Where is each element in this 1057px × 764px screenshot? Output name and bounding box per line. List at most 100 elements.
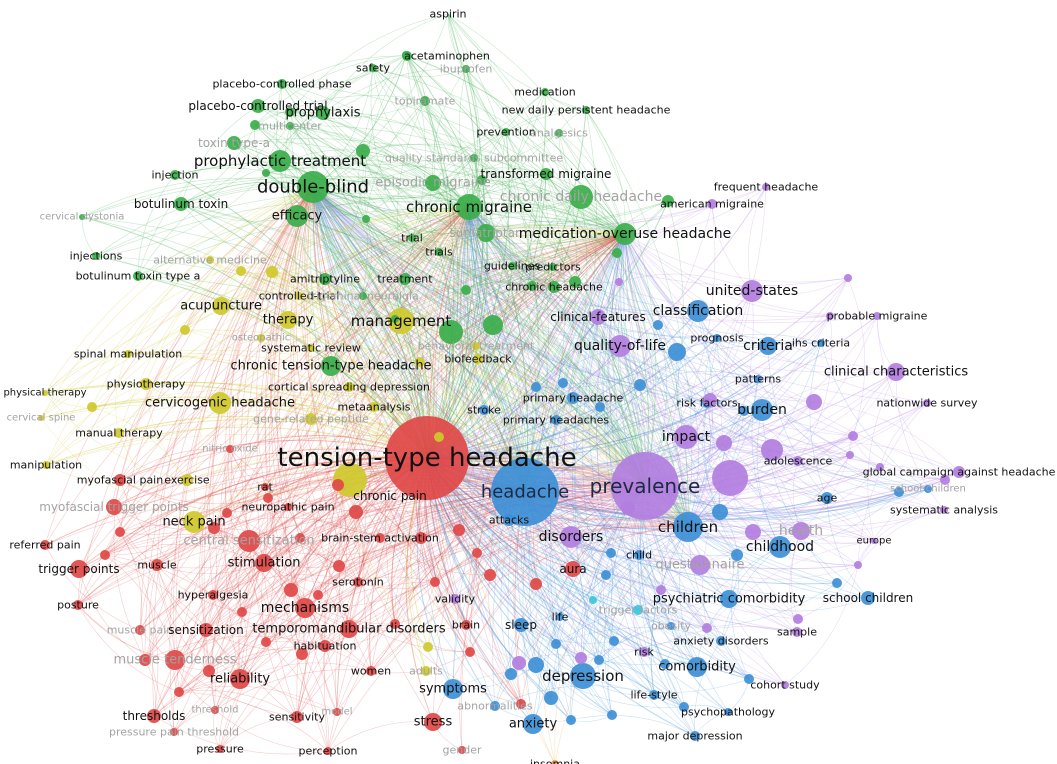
network-link xyxy=(289,111,470,208)
label-multicenter: multicenter xyxy=(258,120,322,133)
label-placebo-controlled-phase: placebo-controlled phase xyxy=(212,78,351,91)
network-link xyxy=(644,203,716,487)
network-link xyxy=(729,477,875,542)
network-link xyxy=(127,186,314,355)
network-link xyxy=(287,319,646,487)
network-link xyxy=(426,371,897,469)
node-hyperalgesia xyxy=(208,590,218,600)
label-brain: brain xyxy=(452,619,480,632)
network-link xyxy=(481,179,537,493)
node-unlabeled xyxy=(527,281,537,291)
network-link xyxy=(214,669,372,711)
network-link xyxy=(426,457,828,518)
node-unlabeled xyxy=(544,691,558,705)
node-unlabeled xyxy=(87,402,97,412)
network-link xyxy=(650,526,689,696)
network-link xyxy=(779,491,900,548)
node-unlabeled xyxy=(391,315,399,323)
network-link xyxy=(752,435,854,533)
network-link xyxy=(169,186,314,733)
network-link xyxy=(558,132,649,487)
network-link xyxy=(426,457,708,629)
network-link xyxy=(312,186,869,599)
network-link xyxy=(394,537,422,625)
network-link xyxy=(137,174,176,277)
network-link xyxy=(751,378,781,548)
node-unlabeled xyxy=(285,107,295,117)
network-link xyxy=(289,125,646,487)
network-link xyxy=(287,506,460,537)
label-neuropathic-pain: neuropathic pain xyxy=(241,501,334,514)
network-link xyxy=(426,68,485,459)
network-link xyxy=(624,233,831,317)
network-link xyxy=(212,574,359,596)
network-link xyxy=(404,278,646,487)
network-link xyxy=(156,562,265,574)
network-link xyxy=(441,206,478,554)
network-link xyxy=(312,186,471,653)
network-link xyxy=(310,186,454,690)
network-link xyxy=(186,206,470,481)
network-link xyxy=(193,233,626,523)
network-link xyxy=(468,206,672,627)
network-link xyxy=(119,479,269,505)
network-link xyxy=(213,517,381,539)
node-stimulation xyxy=(255,554,273,572)
network-link xyxy=(205,206,470,631)
network-link xyxy=(520,574,607,626)
network-link xyxy=(372,67,470,208)
network-link xyxy=(263,536,381,564)
node-psychopathology xyxy=(724,708,732,716)
label-osteopathic: osteopathic xyxy=(232,333,291,344)
network-link xyxy=(260,337,375,408)
node-unlabeled xyxy=(528,657,544,673)
network-link xyxy=(119,206,470,481)
node-unlabeled xyxy=(595,402,605,412)
node-unlabeled xyxy=(716,435,732,451)
network-link xyxy=(119,531,142,631)
label-disorders: disorders xyxy=(539,529,604,545)
network-link xyxy=(687,526,750,680)
node-unlabeled xyxy=(551,639,561,649)
network-link xyxy=(141,564,158,661)
network-link xyxy=(310,233,626,420)
node-unlabeled xyxy=(236,266,246,276)
node-global-campaign-against-headache xyxy=(953,466,965,478)
network-link xyxy=(411,237,526,493)
label-clinical-characteristics: clinical characteristics xyxy=(824,365,969,380)
network-link xyxy=(426,457,685,708)
node-unlabeled xyxy=(332,479,344,491)
network-link xyxy=(555,351,678,421)
network-link xyxy=(639,345,769,386)
network-link xyxy=(426,457,698,668)
network-link xyxy=(459,206,537,585)
label-risk-factors: risk factors xyxy=(676,397,737,410)
network-link xyxy=(327,721,434,752)
label-central-sensitization: central sensitization xyxy=(183,534,314,549)
network-link xyxy=(488,574,522,705)
network-link xyxy=(312,186,396,320)
network-link xyxy=(580,196,689,528)
label-validity: validity xyxy=(435,593,476,606)
network-link xyxy=(312,186,621,347)
network-link xyxy=(173,491,526,733)
node-cortical-spreading-depression xyxy=(344,382,354,392)
network-link xyxy=(91,186,314,408)
network-link xyxy=(265,491,526,643)
node-unlabeled xyxy=(702,623,712,633)
network-link xyxy=(145,233,626,385)
network-link xyxy=(312,186,599,318)
node-systematic-analysis xyxy=(940,506,948,514)
network-link xyxy=(312,173,547,203)
network-link xyxy=(852,435,946,481)
label-prognosis: prognosis xyxy=(690,332,743,345)
network-link xyxy=(767,345,828,499)
network-link xyxy=(296,491,526,718)
network-link xyxy=(473,157,689,528)
network-link xyxy=(274,186,314,539)
network-link xyxy=(330,233,626,367)
network-link xyxy=(144,206,470,661)
network-link xyxy=(229,448,357,513)
network-link xyxy=(426,315,831,459)
network-nodes xyxy=(38,51,965,764)
